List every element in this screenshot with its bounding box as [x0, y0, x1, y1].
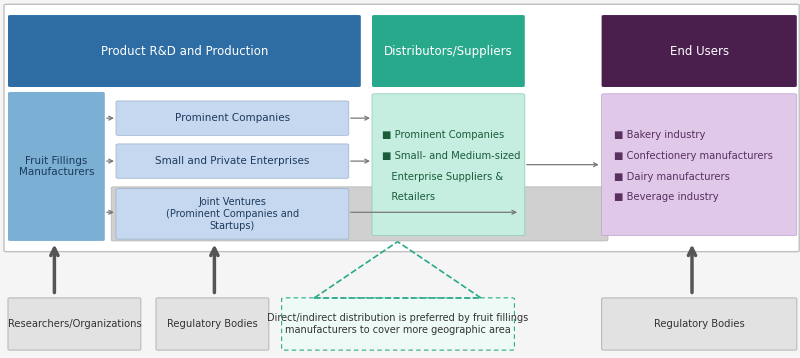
FancyBboxPatch shape: [602, 15, 797, 87]
Text: Direct/indirect distribution is preferred by fruit fillings
manufacturers to cov: Direct/indirect distribution is preferre…: [267, 313, 529, 335]
FancyBboxPatch shape: [372, 94, 525, 236]
FancyBboxPatch shape: [116, 144, 349, 178]
FancyBboxPatch shape: [4, 4, 799, 252]
Text: ■ Dairy manufacturers: ■ Dairy manufacturers: [614, 172, 730, 182]
FancyBboxPatch shape: [602, 94, 797, 236]
Text: ■ Prominent Companies: ■ Prominent Companies: [382, 130, 505, 140]
FancyBboxPatch shape: [282, 298, 514, 350]
FancyBboxPatch shape: [372, 15, 525, 87]
Text: Fruit Fillings
Manufacturers: Fruit Fillings Manufacturers: [18, 156, 94, 177]
Text: Regulatory Bodies: Regulatory Bodies: [654, 319, 745, 329]
Text: Retailers: Retailers: [382, 193, 435, 202]
FancyBboxPatch shape: [8, 15, 361, 87]
FancyBboxPatch shape: [156, 298, 269, 350]
FancyBboxPatch shape: [602, 298, 797, 350]
FancyBboxPatch shape: [116, 101, 349, 135]
Text: Prominent Companies: Prominent Companies: [175, 113, 290, 123]
Text: Enterprise Suppliers &: Enterprise Suppliers &: [382, 172, 504, 182]
Text: Joint Ventures
(Prominent Companies and
Startups): Joint Ventures (Prominent Companies and …: [166, 197, 299, 231]
Text: Small and Private Enterprises: Small and Private Enterprises: [155, 156, 310, 166]
Text: ■ Confectionery manufacturers: ■ Confectionery manufacturers: [614, 151, 773, 161]
FancyBboxPatch shape: [8, 92, 105, 241]
Text: ■ Small- and Medium-sized: ■ Small- and Medium-sized: [382, 151, 521, 161]
Text: ■ Beverage industry: ■ Beverage industry: [614, 193, 718, 202]
Text: End Users: End Users: [670, 44, 729, 58]
Text: ■ Bakery industry: ■ Bakery industry: [614, 130, 705, 140]
Text: Distributors/Suppliers: Distributors/Suppliers: [384, 44, 513, 58]
FancyBboxPatch shape: [8, 298, 141, 350]
Text: Researchers/Organizations: Researchers/Organizations: [7, 319, 142, 329]
Text: Product R&D and Production: Product R&D and Production: [101, 44, 268, 58]
FancyBboxPatch shape: [111, 187, 608, 241]
FancyBboxPatch shape: [116, 189, 349, 239]
Text: Regulatory Bodies: Regulatory Bodies: [167, 319, 258, 329]
